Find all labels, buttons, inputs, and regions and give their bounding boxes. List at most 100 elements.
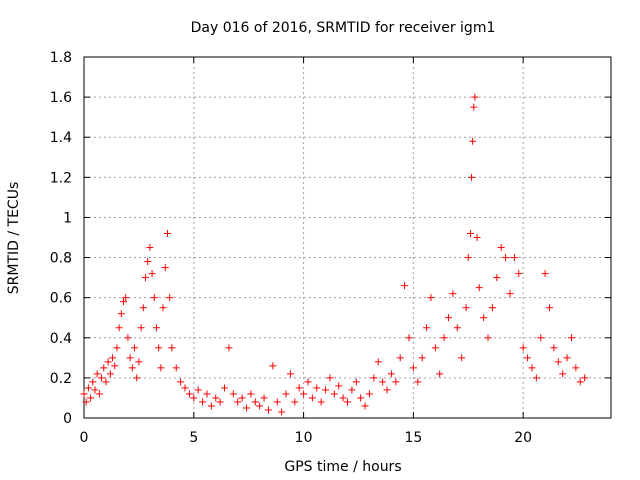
data-point (470, 103, 478, 111)
data-point (409, 364, 417, 372)
data-point (166, 294, 174, 302)
data-point (550, 344, 558, 352)
data-point (185, 390, 193, 398)
data-point (576, 378, 584, 386)
data-point (87, 394, 95, 402)
x-tick-label: 20 (514, 430, 532, 446)
data-point (113, 344, 121, 352)
data-point (146, 244, 154, 252)
data-point (453, 324, 461, 332)
data-point (221, 384, 229, 392)
data-point (532, 374, 540, 382)
x-axis-label: GPS time / hours (284, 459, 401, 475)
data-point (554, 358, 562, 366)
x-tick-label: 0 (80, 430, 89, 446)
y-tick-label: 1.8 (50, 50, 72, 66)
data-point (559, 370, 567, 378)
data-point (264, 406, 272, 414)
data-point (352, 378, 360, 386)
data-point (172, 364, 180, 372)
data-point (238, 394, 246, 402)
data-point (361, 402, 369, 410)
data-point (269, 362, 277, 370)
data-point (109, 354, 117, 362)
data-point (242, 404, 250, 412)
data-point (115, 324, 123, 332)
data-point (414, 378, 422, 386)
data-point (278, 408, 286, 416)
data-point (159, 304, 167, 312)
data-point (546, 304, 554, 312)
data-point (488, 304, 496, 312)
data-point (335, 382, 343, 390)
data-point (449, 290, 457, 298)
data-point (497, 244, 505, 252)
y-tick-label: 0.8 (50, 251, 72, 267)
data-point (480, 314, 488, 322)
data-point (102, 378, 110, 386)
data-point (466, 229, 474, 237)
data-point (251, 398, 259, 406)
x-tick-label: 5 (189, 430, 198, 446)
data-point (475, 284, 483, 292)
data-point (225, 344, 233, 352)
data-point (563, 354, 571, 362)
data-point (80, 390, 88, 398)
data-point (131, 344, 139, 352)
data-point (93, 370, 101, 378)
data-point (326, 374, 334, 382)
data-point (392, 378, 400, 386)
data-point (431, 344, 439, 352)
y-tick-label: 1 (63, 210, 72, 226)
y-tick-label: 1.6 (50, 90, 72, 106)
data-point (137, 324, 145, 332)
data-point (365, 390, 373, 398)
points-layer (80, 93, 589, 416)
x-tick-label: 10 (295, 430, 313, 446)
data-point (567, 334, 575, 342)
data-point (462, 304, 470, 312)
data-point (273, 398, 281, 406)
plot-border (83, 56, 612, 419)
x-tick-label: 15 (404, 430, 422, 446)
data-point (515, 270, 523, 278)
data-point (152, 324, 160, 332)
data-point (100, 364, 108, 372)
data-point (229, 390, 237, 398)
data-point (322, 386, 330, 394)
y-tick-label: 1.4 (50, 130, 72, 146)
data-point (510, 254, 518, 262)
data-point (418, 354, 426, 362)
data-point (190, 394, 198, 402)
y-tick-label: 0.4 (50, 331, 72, 347)
data-point (234, 398, 242, 406)
data-point (469, 137, 477, 145)
data-point (357, 394, 365, 402)
data-point (128, 364, 136, 372)
y-tick-label: 0 (63, 411, 72, 427)
data-point (339, 394, 347, 402)
data-point (440, 334, 448, 342)
data-point (148, 270, 156, 278)
data-point (177, 378, 185, 386)
y-tick-label: 1.2 (50, 170, 72, 186)
data-point (155, 344, 163, 352)
data-point (91, 386, 99, 394)
data-point (111, 362, 119, 370)
data-point (464, 254, 472, 262)
data-point (304, 378, 312, 386)
data-point (396, 354, 404, 362)
data-point (401, 282, 409, 290)
data-point (572, 364, 580, 372)
data-point (330, 390, 338, 398)
data-point (468, 173, 476, 181)
data-point (84, 384, 92, 392)
data-point (317, 398, 325, 406)
data-point (581, 374, 589, 382)
data-point (216, 398, 224, 406)
data-point (212, 394, 220, 402)
data-point (124, 334, 132, 342)
data-point (141, 274, 149, 282)
